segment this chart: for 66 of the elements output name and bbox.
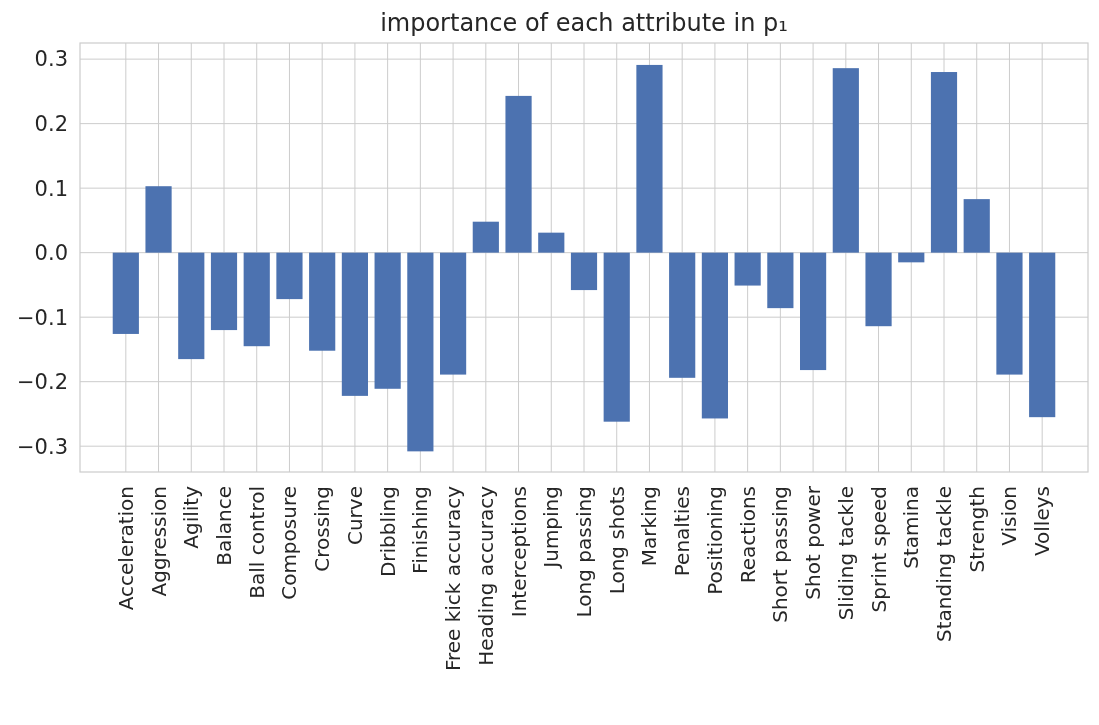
x-tick-label: Balance bbox=[212, 486, 236, 566]
x-tick-label: Curve bbox=[342, 486, 367, 546]
x-tick-label: Shot power bbox=[801, 485, 826, 600]
x-tick-label: Free kick accuracy bbox=[441, 485, 466, 672]
x-tick-label: Long shots bbox=[604, 486, 629, 595]
bar bbox=[898, 252, 925, 263]
bar bbox=[570, 252, 598, 291]
bar bbox=[145, 186, 172, 253]
x-tick-label: Sliding tackle bbox=[833, 486, 858, 621]
bar bbox=[865, 252, 892, 327]
bar bbox=[832, 68, 859, 253]
bar bbox=[963, 199, 990, 253]
bar bbox=[341, 252, 368, 396]
x-tick-label: Volleys bbox=[1030, 486, 1055, 557]
y-tick-label: −0.1 bbox=[17, 305, 68, 330]
x-tick-label: Dribbling bbox=[375, 486, 400, 578]
x-tick-label: Strength bbox=[964, 486, 989, 573]
x-tick-label: Interceptions bbox=[506, 486, 531, 618]
y-tick-label: 0.2 bbox=[34, 111, 68, 136]
x-tick-label: Sprint speed bbox=[866, 486, 891, 613]
bar bbox=[603, 252, 630, 422]
x-tick-label: Ball control bbox=[244, 486, 269, 599]
y-tick-label: −0.3 bbox=[17, 434, 68, 459]
y-tick-label: 0.1 bbox=[34, 176, 68, 201]
y-tick-label: −0.2 bbox=[17, 370, 68, 395]
y-tick-label: 0.0 bbox=[34, 241, 68, 266]
bar bbox=[996, 252, 1023, 375]
x-tick-label: Jumping bbox=[539, 486, 564, 570]
bar bbox=[505, 95, 532, 253]
bar bbox=[407, 252, 434, 452]
bar bbox=[669, 252, 696, 378]
bar bbox=[930, 72, 958, 253]
bar bbox=[309, 252, 336, 351]
x-tick-label: Crossing bbox=[310, 486, 335, 572]
bar bbox=[1029, 252, 1056, 418]
x-tick-label: Stamina bbox=[899, 486, 924, 569]
y-tick-label: 0.3 bbox=[34, 47, 68, 72]
x-tick-label: Penalties bbox=[670, 486, 695, 577]
bar bbox=[701, 252, 728, 419]
x-tick-label: Heading accuracy bbox=[473, 485, 498, 666]
x-tick-label: Marking bbox=[637, 486, 662, 567]
bar bbox=[276, 252, 303, 300]
bar bbox=[112, 252, 139, 334]
bar bbox=[538, 232, 565, 253]
bar bbox=[636, 64, 663, 253]
x-tick-label: Acceleration bbox=[113, 486, 138, 611]
bar bbox=[734, 252, 761, 286]
bar bbox=[374, 252, 401, 389]
x-tick-label: Finishing bbox=[408, 486, 433, 574]
x-tick-label: Aggression bbox=[146, 486, 171, 597]
x-tick-label: Agility bbox=[179, 485, 204, 549]
bar bbox=[440, 252, 467, 375]
x-tick-label: Standing tackle bbox=[932, 486, 956, 642]
x-tick-label: Composure bbox=[277, 486, 302, 600]
bar bbox=[178, 252, 205, 360]
bar bbox=[210, 252, 238, 331]
bar bbox=[800, 252, 827, 371]
chart-title: importance of each attribute in p₁ bbox=[380, 9, 788, 37]
bar bbox=[243, 252, 270, 347]
x-tick-label: Positioning bbox=[702, 486, 727, 595]
x-tick-label: Reactions bbox=[735, 486, 760, 584]
x-tick-label: Long passing bbox=[572, 486, 596, 618]
bar bbox=[767, 252, 794, 309]
x-tick-label: Vision bbox=[997, 486, 1022, 546]
x-tick-label: Short passing bbox=[768, 486, 793, 623]
bar bbox=[472, 221, 499, 253]
